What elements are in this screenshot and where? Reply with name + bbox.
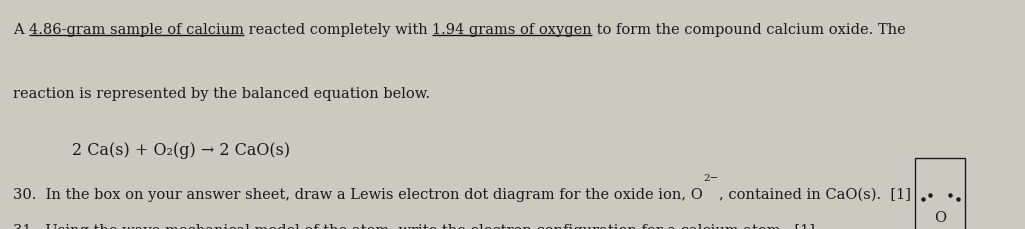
Text: 1.94 grams of oxygen: 1.94 grams of oxygen bbox=[432, 23, 591, 37]
Text: , contained in CaO(s).  [1]: , contained in CaO(s). [1] bbox=[719, 188, 910, 202]
Text: 2 Ca(s) + O₂(g) → 2 CaO(s): 2 Ca(s) + O₂(g) → 2 CaO(s) bbox=[72, 142, 290, 159]
Text: 30.  In the box on your answer sheet, draw a Lewis electron dot diagram for the : 30. In the box on your answer sheet, dra… bbox=[13, 188, 703, 202]
Text: 2−: 2− bbox=[703, 174, 719, 183]
Text: A: A bbox=[13, 23, 29, 37]
Text: 31.  Using the wave-mechanical model of the atom, write the electron configurati: 31. Using the wave-mechanical model of t… bbox=[13, 224, 815, 229]
Text: to form the compound calcium oxide. The: to form the compound calcium oxide. The bbox=[591, 23, 905, 37]
Text: 4.86-gram sample of calcium: 4.86-gram sample of calcium bbox=[29, 23, 244, 37]
Text: reacted completely with: reacted completely with bbox=[244, 23, 432, 37]
Text: reaction is represented by the balanced equation below.: reaction is represented by the balanced … bbox=[13, 87, 430, 101]
Text: O: O bbox=[934, 210, 946, 225]
